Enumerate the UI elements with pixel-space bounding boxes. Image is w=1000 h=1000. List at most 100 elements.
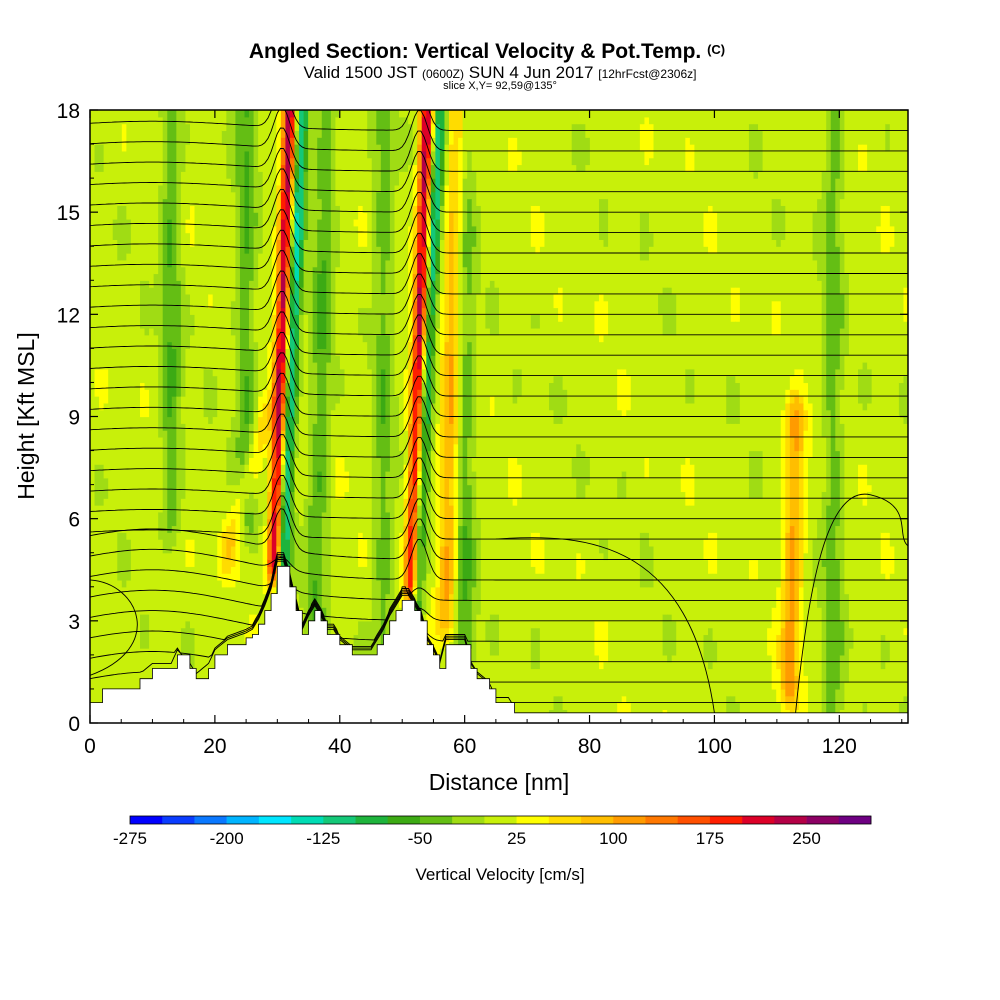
- velocity-cell: [235, 436, 241, 458]
- velocity-cell: [489, 614, 496, 656]
- velocity-cell: [430, 123, 436, 138]
- velocity-cell: [658, 293, 664, 315]
- velocity-cell: [476, 110, 482, 206]
- velocity-cell: [335, 355, 341, 404]
- velocity-cell: [280, 137, 287, 166]
- subtitle-date: SUN 4 Jun 2017: [469, 63, 594, 82]
- velocity-cell: [344, 110, 350, 472]
- velocity-cell: [403, 525, 409, 547]
- velocity-cell: [798, 368, 805, 397]
- velocity-cell: [862, 505, 868, 704]
- velocity-cell: [258, 171, 264, 254]
- velocity-cell: [353, 225, 359, 636]
- velocity-cell: [644, 212, 650, 261]
- subtitle-forecast: [12hrFcst@2306z]: [598, 67, 696, 81]
- velocity-cell: [376, 246, 382, 336]
- velocity-cell: [321, 607, 327, 622]
- velocity-cell: [412, 586, 418, 595]
- velocity-cell: [253, 110, 259, 213]
- velocity-cell: [249, 280, 255, 349]
- velocity-cell: [253, 212, 259, 227]
- velocity-cell: [885, 253, 891, 533]
- velocity-cell: [149, 327, 155, 723]
- velocity-cell: [712, 661, 718, 723]
- velocity-cell: [158, 110, 164, 118]
- velocity-cell: [139, 327, 146, 384]
- velocity-cell: [798, 396, 805, 404]
- velocity-cell: [621, 470, 627, 499]
- velocity-cell: [576, 123, 582, 172]
- velocity-cell: [576, 498, 582, 554]
- velocity-cell: [362, 246, 368, 309]
- velocity-cell: [880, 634, 886, 670]
- velocity-cell: [276, 184, 282, 213]
- velocity-cell: [271, 573, 277, 581]
- velocity-cell: [449, 130, 455, 145]
- isentrope-line: [90, 291, 908, 336]
- velocity-cell: [267, 341, 273, 390]
- velocity-cell: [403, 171, 409, 370]
- velocity-cell: [553, 695, 559, 723]
- velocity-cell: [580, 573, 586, 723]
- velocity-cell: [767, 654, 773, 723]
- velocity-cell: [135, 110, 141, 717]
- velocity-cell: [99, 464, 105, 506]
- velocity-cell: [648, 123, 655, 159]
- velocity-cell: [421, 545, 427, 581]
- velocity-cell: [321, 259, 327, 349]
- velocity-cell: [726, 695, 732, 723]
- velocity-cell: [217, 579, 223, 723]
- velocity-cell: [435, 634, 441, 656]
- velocity-cell: [317, 348, 323, 472]
- velocity-cell: [421, 321, 427, 336]
- velocity-cell: [471, 470, 477, 540]
- velocity-cell: [489, 280, 496, 336]
- surface-contour: [90, 579, 138, 676]
- y-tick-label: 12: [57, 304, 80, 327]
- velocity-cell: [130, 110, 137, 723]
- velocity-cell: [258, 525, 264, 636]
- velocity-cell: [262, 525, 268, 595]
- x-tick-label: 20: [203, 735, 226, 758]
- velocity-cell: [439, 239, 446, 295]
- velocity-cell: [144, 110, 150, 281]
- velocity-cell: [276, 348, 282, 370]
- velocity-cell: [880, 253, 886, 533]
- velocity-cell: [421, 110, 427, 118]
- velocity-cell: [230, 191, 237, 302]
- velocity-cell: [180, 266, 187, 397]
- velocity-cell: [239, 477, 246, 723]
- velocity-cell: [785, 532, 791, 622]
- velocity-cell: [903, 695, 908, 723]
- velocity-cell: [553, 375, 559, 424]
- velocity-cell: [185, 110, 191, 125]
- velocity-cell: [408, 341, 414, 377]
- colorbar-swatch: [806, 816, 840, 824]
- velocity-cell: [430, 191, 436, 220]
- velocity-cell: [299, 287, 305, 315]
- velocity-cell: [789, 695, 795, 704]
- velocity-cell: [412, 559, 418, 581]
- velocity-cell: [285, 396, 291, 418]
- velocity-cell: [808, 110, 814, 404]
- velocity-cell: [362, 539, 368, 567]
- velocity-cell: [271, 579, 277, 588]
- velocity-cell: [203, 416, 209, 697]
- colorbar-swatch: [452, 816, 485, 824]
- isentrope-line: [90, 508, 908, 560]
- velocity-cell: [471, 539, 477, 588]
- velocity-cell: [335, 457, 341, 499]
- velocity-cell: [249, 110, 255, 281]
- velocity-cell: [703, 539, 709, 561]
- velocity-cell: [262, 402, 268, 445]
- velocity-cell: [835, 110, 841, 179]
- velocity-cell: [712, 641, 718, 663]
- velocity-cell: [226, 573, 232, 588]
- velocity-cell: [598, 620, 605, 670]
- velocity-cell: [408, 110, 414, 125]
- velocity-cell: [753, 110, 759, 125]
- velocity-cell: [539, 246, 546, 540]
- velocity-cell: [903, 627, 908, 636]
- velocity-cell: [112, 110, 118, 220]
- velocity-cell: [426, 341, 432, 424]
